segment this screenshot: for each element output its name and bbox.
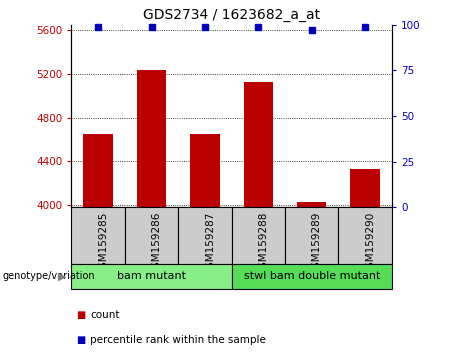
- Text: GSM159289: GSM159289: [312, 212, 322, 275]
- Bar: [285, 207, 338, 264]
- Text: count: count: [90, 310, 119, 320]
- Bar: [83, 134, 113, 207]
- Bar: [190, 134, 219, 207]
- Text: bam mutant: bam mutant: [117, 272, 186, 281]
- Bar: [338, 207, 392, 264]
- Text: percentile rank within the sample: percentile rank within the sample: [90, 335, 266, 345]
- Text: GSM159286: GSM159286: [152, 212, 161, 275]
- Text: GSM159288: GSM159288: [258, 212, 268, 275]
- Bar: [297, 202, 326, 207]
- Bar: [125, 207, 178, 264]
- Bar: [231, 207, 285, 264]
- Text: ▶: ▶: [58, 272, 66, 281]
- Bar: [350, 169, 380, 207]
- Text: GSM159290: GSM159290: [365, 212, 375, 275]
- Text: genotype/variation: genotype/variation: [2, 272, 95, 281]
- Text: GSM159287: GSM159287: [205, 212, 215, 275]
- Bar: [231, 264, 392, 289]
- Bar: [71, 264, 231, 289]
- Title: GDS2734 / 1623682_a_at: GDS2734 / 1623682_a_at: [143, 8, 320, 22]
- Bar: [71, 207, 125, 264]
- Bar: [178, 207, 231, 264]
- Text: stwl bam double mutant: stwl bam double mutant: [243, 272, 380, 281]
- Text: ■: ■: [76, 335, 85, 345]
- Bar: [244, 81, 273, 207]
- Text: ■: ■: [76, 310, 85, 320]
- Bar: [137, 69, 166, 207]
- Text: GSM159285: GSM159285: [98, 212, 108, 275]
